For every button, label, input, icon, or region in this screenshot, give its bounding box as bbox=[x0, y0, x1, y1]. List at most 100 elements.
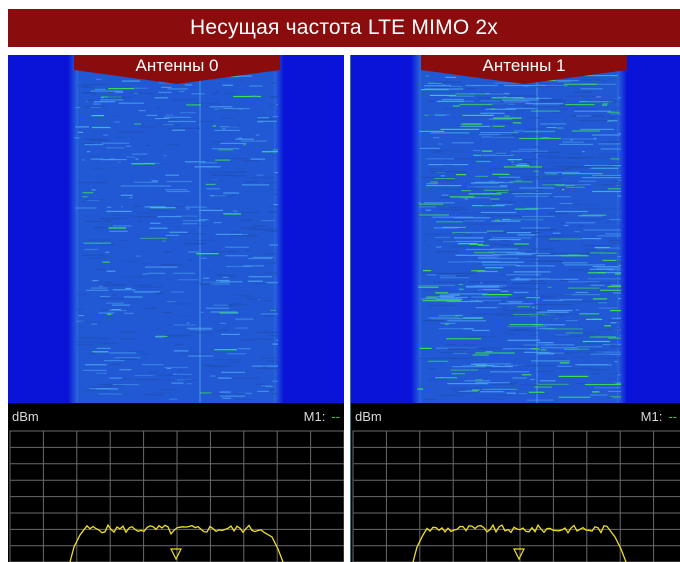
signal-streak bbox=[618, 132, 621, 135]
signal-streak bbox=[267, 282, 278, 284]
signal-streak bbox=[441, 351, 472, 353]
signal-streak bbox=[532, 306, 535, 308]
signal-streak bbox=[466, 186, 508, 188]
signal-streak bbox=[430, 87, 458, 89]
signal-streak bbox=[213, 222, 222, 224]
signal-streak bbox=[504, 115, 510, 117]
signal-streak bbox=[198, 219, 209, 221]
signal-streak bbox=[84, 138, 107, 140]
spectrum-panel-antenna-1: Антенны 1 dBm M1: -- bbox=[350, 55, 680, 562]
signal-streak bbox=[594, 387, 621, 389]
signal-streak bbox=[610, 113, 621, 115]
signal-streak bbox=[433, 137, 440, 139]
signal-streak bbox=[187, 239, 215, 242]
signal-streak bbox=[603, 80, 607, 82]
signal-streak bbox=[112, 304, 131, 306]
signal-streak bbox=[107, 313, 112, 315]
signal-streak bbox=[575, 291, 589, 294]
signal-streak bbox=[91, 126, 111, 129]
signal-streak bbox=[446, 300, 483, 303]
signal-streak bbox=[98, 312, 115, 314]
signal-streak bbox=[461, 365, 499, 367]
signal-streak bbox=[106, 270, 116, 272]
signal-streak bbox=[260, 313, 278, 315]
signal-streak bbox=[453, 352, 467, 354]
signal-streak bbox=[431, 216, 473, 218]
signal-streak bbox=[577, 120, 612, 122]
signal-streak bbox=[558, 396, 591, 398]
signal-streak bbox=[604, 233, 621, 235]
signal-streak bbox=[82, 389, 109, 392]
signal-streak bbox=[269, 96, 278, 98]
signal-streak bbox=[448, 348, 488, 350]
signal-streak bbox=[112, 294, 117, 296]
signal-streak bbox=[121, 276, 147, 278]
signal-streak bbox=[255, 331, 278, 333]
signal-streak bbox=[569, 269, 610, 271]
signal-streak bbox=[253, 256, 274, 259]
signal-streak bbox=[513, 291, 529, 293]
signal-streak bbox=[561, 262, 588, 264]
signal-streak bbox=[480, 100, 500, 102]
signal-streak bbox=[108, 96, 133, 98]
signal-streak bbox=[477, 244, 490, 246]
signal-streak bbox=[419, 214, 449, 216]
signal-streak bbox=[434, 81, 461, 83]
signal-streak bbox=[465, 336, 497, 338]
signal-streak bbox=[610, 284, 621, 286]
signal-streak bbox=[265, 315, 276, 317]
signal-streak bbox=[91, 168, 104, 170]
signal-streak bbox=[539, 380, 556, 382]
signal-streak bbox=[495, 153, 511, 155]
signal-streak bbox=[510, 150, 548, 152]
signal-streak bbox=[106, 210, 132, 212]
signal-streak bbox=[441, 164, 454, 166]
signal-streak bbox=[276, 339, 278, 341]
signal-streak bbox=[574, 231, 580, 233]
signal-streak bbox=[107, 91, 113, 93]
signal-streak bbox=[522, 178, 561, 180]
signal-streak bbox=[462, 114, 494, 116]
signal-streak bbox=[514, 195, 549, 197]
signal-streak bbox=[151, 180, 158, 182]
signal-streak bbox=[90, 158, 103, 160]
signal-streak bbox=[97, 383, 121, 385]
signal-streak bbox=[463, 234, 473, 236]
signal-streak bbox=[102, 261, 110, 263]
signal-streak bbox=[547, 240, 561, 242]
signal-streak bbox=[518, 297, 528, 299]
signal-streak bbox=[429, 171, 468, 173]
signal-streak bbox=[610, 353, 621, 355]
signal-streak bbox=[263, 253, 278, 255]
signal-streak bbox=[235, 392, 246, 395]
signal-streak bbox=[461, 212, 497, 214]
signal-streak bbox=[99, 285, 103, 287]
signal-streak bbox=[182, 223, 198, 225]
signal-streak bbox=[252, 177, 275, 179]
signal-streak bbox=[530, 378, 535, 381]
signal-streak bbox=[154, 292, 162, 294]
signal-streak bbox=[437, 240, 457, 242]
signal-streak bbox=[90, 90, 111, 92]
signal-streak bbox=[114, 357, 141, 359]
signal-streak bbox=[186, 327, 213, 329]
signal-streak bbox=[225, 246, 249, 248]
signal-streak bbox=[94, 101, 116, 103]
signal-streak bbox=[161, 86, 172, 88]
signal-streak bbox=[511, 163, 527, 165]
signal-streak bbox=[492, 191, 500, 193]
signal-streak bbox=[158, 389, 181, 391]
signal-streak bbox=[492, 173, 510, 175]
signal-streak bbox=[423, 398, 438, 401]
signal-streak bbox=[226, 353, 247, 355]
signal-streak bbox=[471, 296, 509, 298]
signal-streak bbox=[503, 84, 546, 87]
signal-streak bbox=[125, 215, 129, 217]
signal-streak bbox=[422, 300, 461, 302]
signal-streak bbox=[564, 264, 606, 266]
signal-streak bbox=[565, 320, 578, 322]
signal-streak bbox=[124, 312, 134, 314]
signal-streak bbox=[156, 328, 159, 330]
signal-streak bbox=[457, 186, 475, 188]
signal-streak bbox=[450, 387, 489, 389]
